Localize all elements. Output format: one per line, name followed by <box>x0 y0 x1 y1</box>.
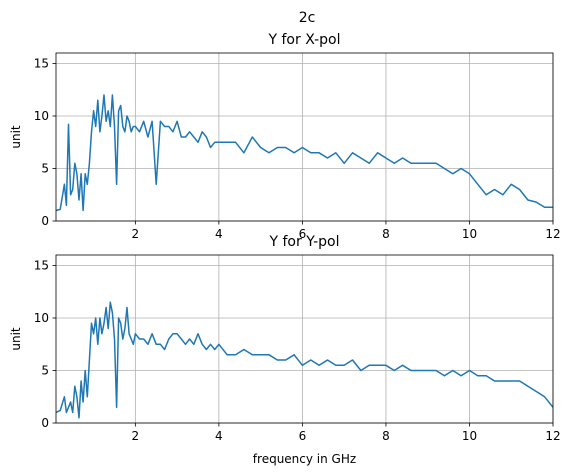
top-subplot: 2 4 6 8 10 12 0 5 10 15 Y for X-pol unit <box>9 32 561 241</box>
y-axis-label: unit <box>9 327 23 351</box>
y-tick-label: 15 <box>34 259 49 273</box>
series-line <box>56 301 553 419</box>
bottom-subplot: 2 4 6 8 10 12 0 5 10 15 Y for Y-pol unit frequency i… <box>9 234 561 466</box>
y-tick-label: 10 <box>34 109 49 123</box>
x-tick-label: 2 <box>132 227 140 241</box>
x-tick-label: 4 <box>215 227 223 241</box>
x-tick-label: 12 <box>545 227 560 241</box>
x-tick-label: 8 <box>382 227 390 241</box>
y-tick-label: 0 <box>41 416 49 430</box>
y-tick-label: 5 <box>41 364 49 378</box>
x-tick-label: 10 <box>462 227 477 241</box>
x-tick-label: 2 <box>132 429 140 443</box>
axes-frame <box>55 52 554 222</box>
x-tick-label: 8 <box>382 429 390 443</box>
y-tick-label: 10 <box>34 311 49 325</box>
y-tick-label: 0 <box>41 214 49 228</box>
y-axis-label: unit <box>9 125 23 149</box>
y-tick-label: 15 <box>34 57 49 71</box>
x-tick-label: 6 <box>299 429 307 443</box>
figure-title: 2c <box>299 10 316 26</box>
y-tick-label: 5 <box>41 162 49 176</box>
x-tick-label: 12 <box>545 429 560 443</box>
x-tick-label: 10 <box>462 429 477 443</box>
subplot-title: Y for Y-pol <box>269 234 340 250</box>
x-tick-label: 6 <box>299 227 307 241</box>
axes-frame <box>55 254 554 424</box>
subplot-title: Y for X-pol <box>268 32 341 48</box>
series-line <box>56 94 553 212</box>
x-axis-label: frequency in GHz <box>253 452 356 466</box>
x-tick-label: 4 <box>215 429 223 443</box>
